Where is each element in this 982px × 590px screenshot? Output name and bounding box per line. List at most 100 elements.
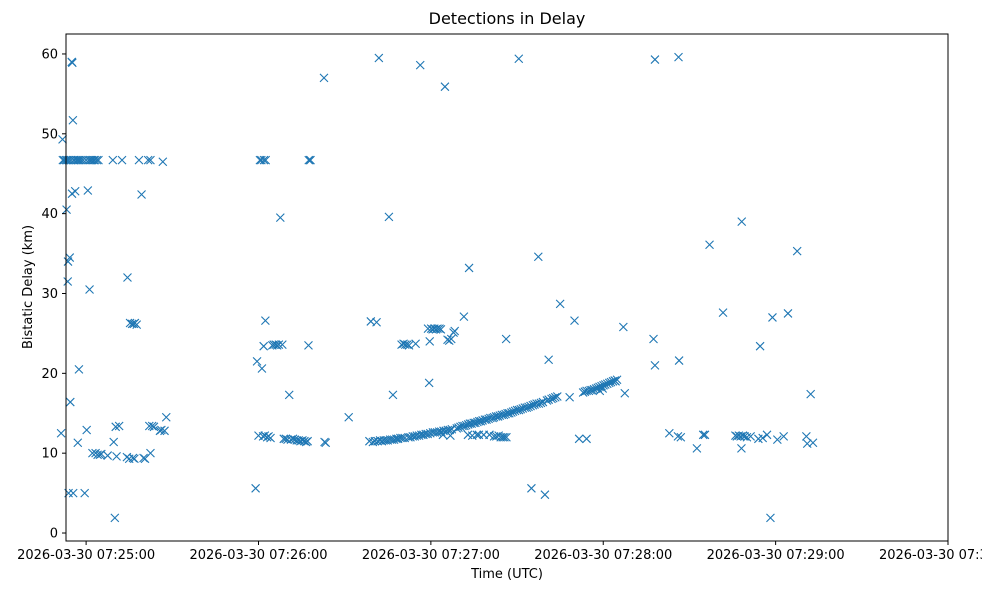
data-point — [555, 299, 565, 309]
data-point — [82, 425, 92, 435]
data-point — [463, 420, 473, 429]
data-point — [772, 435, 782, 444]
data-point — [500, 432, 509, 442]
data-point — [259, 341, 269, 351]
data-point — [260, 316, 270, 326]
data-point — [83, 186, 93, 195]
y-tick-label: 0 — [50, 527, 58, 542]
data-point — [63, 277, 73, 286]
data-point — [527, 483, 536, 493]
data-point — [103, 451, 113, 460]
data-point — [134, 155, 144, 165]
data-point — [109, 437, 119, 447]
data-point — [284, 390, 294, 400]
data-point — [424, 378, 434, 388]
data-point — [304, 155, 314, 165]
data-point — [300, 436, 309, 446]
data-point — [473, 417, 482, 427]
data-point — [344, 412, 354, 422]
data-point — [433, 324, 442, 334]
data-point — [67, 58, 77, 68]
data-point — [94, 155, 103, 165]
data-point — [584, 386, 594, 396]
chart-title: Detections in Delay — [429, 9, 586, 28]
data-point — [56, 428, 66, 438]
data-point — [257, 364, 267, 373]
data-point — [692, 443, 702, 453]
data-point — [718, 308, 728, 318]
data-point — [146, 155, 155, 165]
x-tick-label: 2026-03-30 07:26:00 — [189, 548, 327, 563]
data-point — [533, 252, 543, 262]
data-point — [74, 364, 84, 374]
data-point — [62, 205, 71, 215]
data-point — [388, 390, 398, 400]
data-point — [275, 213, 285, 223]
x-tick-label: 2026-03-30 07:28:00 — [534, 548, 672, 563]
data-point — [86, 155, 95, 165]
data-point — [132, 320, 142, 330]
data-point — [374, 53, 384, 63]
data-point — [649, 334, 658, 344]
data-point — [620, 388, 630, 398]
y-tick-label: 40 — [41, 207, 58, 222]
x-axis-label: Time (UTC) — [470, 567, 543, 582]
data-point — [90, 155, 100, 165]
data-point — [474, 416, 484, 426]
data-point — [114, 421, 124, 431]
data-point — [768, 313, 777, 322]
data-point — [520, 403, 530, 413]
x-tick-label: 2026-03-30 07:27:00 — [362, 548, 500, 563]
data-point — [93, 450, 102, 460]
data-points — [56, 52, 818, 523]
data-point — [472, 430, 482, 440]
data-point — [755, 341, 765, 351]
data-point — [319, 73, 329, 83]
data-point — [129, 454, 139, 464]
data-point — [737, 217, 747, 227]
data-point — [73, 438, 83, 448]
y-tick-label: 30 — [41, 287, 58, 302]
data-point — [303, 436, 313, 446]
data-point — [502, 432, 511, 442]
data-point — [110, 513, 120, 523]
plot-area-frame — [65, 33, 949, 542]
data-point — [808, 438, 818, 448]
x-tick-label: 2026-03-30 07:30:00 — [879, 548, 982, 563]
data-point — [156, 425, 166, 435]
data-point — [512, 405, 522, 415]
data-point — [467, 419, 477, 429]
data-point — [143, 155, 153, 165]
data-point — [762, 430, 772, 440]
data-point — [146, 448, 155, 458]
data-point — [491, 412, 501, 421]
data-point — [766, 513, 775, 523]
data-point — [117, 155, 127, 165]
data-point — [111, 422, 121, 432]
data-point — [792, 246, 802, 256]
data-point — [436, 325, 446, 334]
data-point — [498, 432, 508, 442]
data-point — [443, 335, 452, 345]
data-point — [92, 155, 102, 165]
data-point — [88, 448, 97, 458]
data-point — [277, 340, 287, 349]
data-point — [415, 60, 425, 70]
data-point — [321, 438, 331, 448]
data-point — [783, 309, 793, 318]
data-point — [497, 410, 507, 420]
data-point — [779, 432, 789, 441]
data-point — [425, 337, 435, 346]
data-point — [742, 432, 752, 442]
data-point — [570, 316, 579, 326]
data-point — [266, 433, 275, 443]
y-tick-label: 10 — [41, 447, 58, 462]
data-point — [674, 356, 684, 365]
data-point — [161, 412, 171, 422]
data-point — [304, 340, 313, 350]
data-point — [501, 334, 511, 344]
data-point — [698, 430, 708, 440]
data-point — [469, 418, 479, 428]
data-point — [550, 392, 560, 402]
